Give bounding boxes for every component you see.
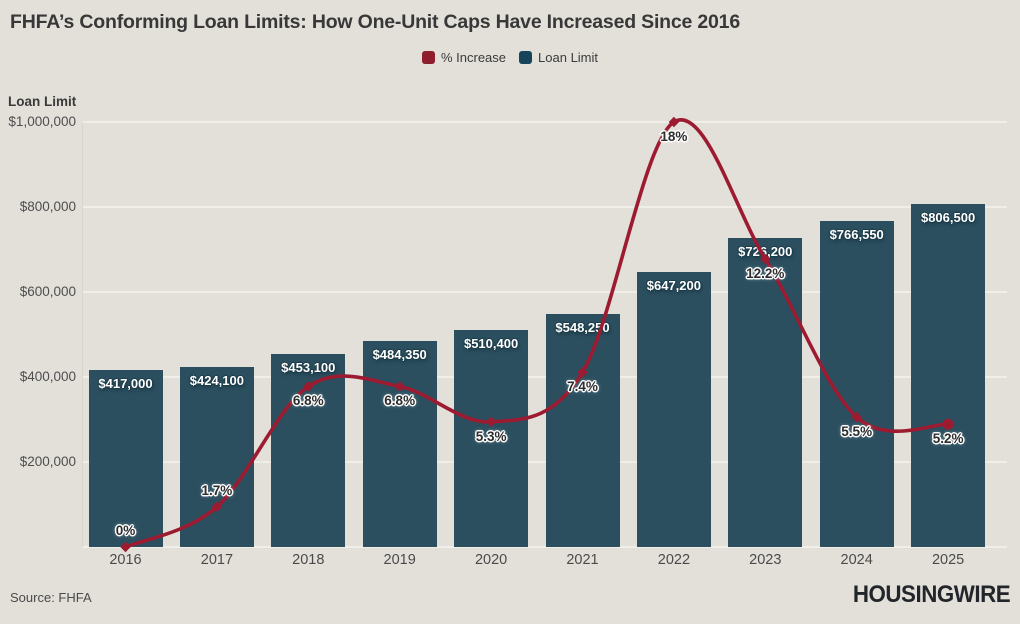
legend-item-1: Loan Limit <box>519 50 598 65</box>
pct-increase-label: 7.4% <box>567 379 598 395</box>
pct-increase-label: 5.2% <box>932 431 964 447</box>
bar-value-label: $417,000 <box>98 375 153 391</box>
y-tick-label: $200,000 <box>19 454 76 469</box>
bar-2024 <box>819 221 894 547</box>
bar-2016 <box>88 369 163 547</box>
x-tick-label: 2024 <box>840 552 873 568</box>
x-tick-label: 2021 <box>566 552 599 568</box>
legend-label: % Increase <box>440 50 507 65</box>
x-tick-label: 2018 <box>292 552 325 568</box>
gridline <box>82 206 1007 208</box>
bar-value-label: $726,200 <box>738 244 793 260</box>
bar-2019 <box>362 341 437 547</box>
x-tick-label: 2019 <box>383 552 416 568</box>
legend-swatch-icon <box>421 51 435 64</box>
pct-increase-label: 6.8% <box>292 393 324 409</box>
bar-2025 <box>911 204 986 547</box>
x-tick-label: 2017 <box>200 552 234 568</box>
legend-item-0: % Increase <box>421 50 507 65</box>
bar-value-label: $647,200 <box>646 277 701 293</box>
x-tick-label: 2020 <box>474 552 508 568</box>
legend: % Increase Loan Limit <box>0 50 1020 65</box>
pct-increase-label: 6.8% <box>384 393 416 409</box>
x-tick-label: 2022 <box>657 552 691 568</box>
pct-increase-label: 5.5% <box>841 424 873 440</box>
bar-value-label: $548,250 <box>555 319 610 335</box>
bar-value-label: $806,500 <box>920 210 976 226</box>
y-axis-title: Loan Limit <box>8 94 77 109</box>
bar-value-label: $766,550 <box>829 227 884 243</box>
x-tick-label: 2025 <box>931 552 965 568</box>
legend-swatch-icon <box>519 51 533 64</box>
y-axis-line <box>82 122 83 547</box>
pct-increase-label: 1.7% <box>201 482 233 498</box>
pct-increase-label: 5.3% <box>475 428 507 444</box>
x-tick-label: 2016 <box>109 552 142 568</box>
bar-2018 <box>271 354 346 547</box>
legend-label: Loan Limit <box>538 50 599 65</box>
y-tick-label: $600,000 <box>19 284 76 299</box>
x-tick-label: 2023 <box>749 552 782 568</box>
y-tick-label: $400,000 <box>19 369 76 384</box>
gridline <box>82 121 1007 123</box>
chart-title: FHFA’s Conforming Loan Limits: How One-U… <box>10 11 740 33</box>
bar-2017 <box>179 366 254 547</box>
bar-value-label: $424,100 <box>189 372 244 388</box>
housingwire-logo: HOUSINGWIRE <box>852 581 1011 608</box>
y-tick-label: $1,000,000 <box>8 114 76 129</box>
y-tick-label: $800,000 <box>19 199 76 214</box>
bar-value-label: $510,400 <box>463 336 519 352</box>
bar-2022 <box>636 271 711 547</box>
bar-2021 <box>545 313 620 547</box>
pct-increase-label: 0% <box>115 523 136 538</box>
pct-increase-label: 12.2% <box>746 265 785 281</box>
bar-2023 <box>728 238 803 547</box>
source-note: Source: FHFA <box>10 590 92 605</box>
bar-value-label: $484,350 <box>372 347 427 363</box>
bar-value-label: $453,100 <box>281 360 336 376</box>
pct-increase-label: 18% <box>660 129 688 144</box>
